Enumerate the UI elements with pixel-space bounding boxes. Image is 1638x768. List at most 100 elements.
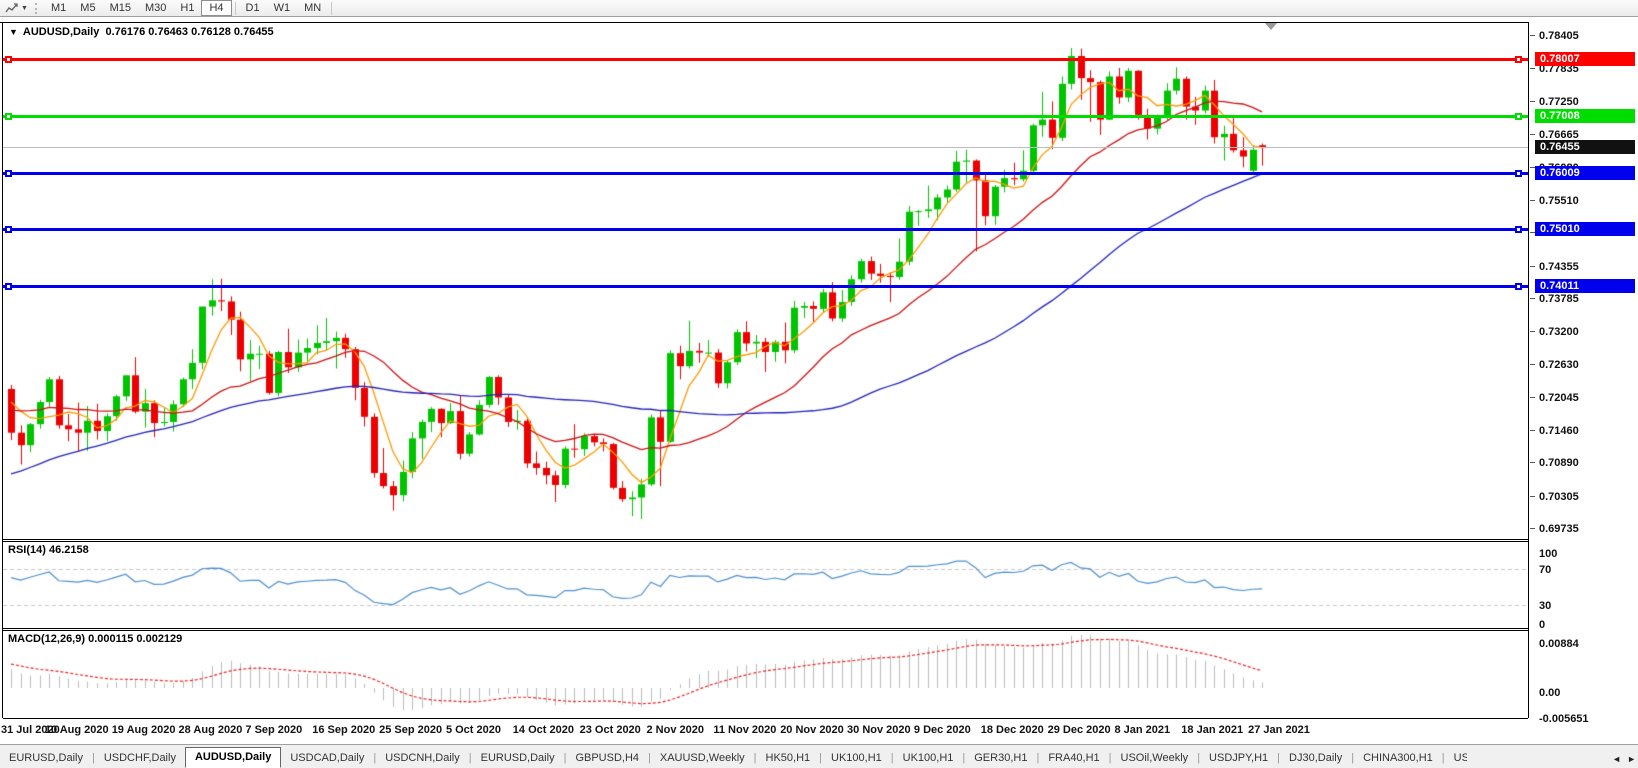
horizontal-line-0.74011[interactable] [3, 283, 1528, 291]
tab-separator: | [753, 752, 757, 764]
chart-tab-eurusd-daily[interactable]: EURUSD,Daily [9, 752, 83, 764]
timeframe-button-h4[interactable]: H4 [201, 0, 232, 16]
time-axis-label: 28 Aug 2020 [178, 724, 243, 736]
horizontal-line-0.77008[interactable] [3, 112, 1528, 120]
candlestick-canvas[interactable] [3, 23, 1528, 539]
time-axis-label: 7 Sep 2020 [245, 724, 303, 736]
price-axis-tick: 0.77250 [1530, 96, 1579, 108]
chart-shift-marker[interactable] [1265, 23, 1277, 30]
chart-tab-audusd-daily[interactable]: AUDUSD,Daily [184, 747, 282, 768]
macd-label: MACD(12,26,9) 0.000115 0.002129 [8, 633, 183, 645]
time-axis-label: 25 Sep 2020 [379, 724, 443, 736]
rsi-axis-label: 70 [1539, 564, 1552, 576]
macd-axis-label: 0.00884 [1539, 638, 1579, 650]
tab-separator: | [373, 752, 377, 764]
time-axis-label: 14 Oct 2020 [512, 724, 574, 736]
line-handle [5, 226, 12, 234]
time-axis-label: 16 Sep 2020 [312, 724, 376, 736]
line-handle [1515, 112, 1522, 120]
chart-tab-usdjpy-h1[interactable]: USDJPY,H1 [1209, 752, 1269, 764]
chart-tools-icon[interactable] [3, 2, 21, 15]
timeframe-button-m5[interactable]: M5 [80, 1, 96, 14]
tab-separator: | [1441, 752, 1445, 764]
chart-workspace: ▼ AUDUSD,Daily 0.76176 0.76463 0.76128 0.… [0, 17, 1638, 744]
tab-separator: | [819, 752, 822, 764]
tab-scroll-arrows: ◄ ► [1612, 754, 1636, 764]
rsi-pane[interactable]: RSI(14) 46.2158 [3, 541, 1528, 629]
chart-border-top [0, 22, 1638, 23]
rsi-canvas[interactable] [3, 542, 1528, 628]
time-axis-label: 11 Nov 2020 [713, 724, 777, 736]
price-badge-0.77008: 0.77008 [1535, 108, 1635, 123]
time-axis-label: 18 Jan 2021 [1181, 724, 1244, 736]
timeframe-button-mn[interactable]: MN [304, 1, 322, 14]
toolbar-separator [234, 1, 236, 15]
tab-scroll-right-icon[interactable]: ► [1627, 754, 1636, 764]
chart-tab-gbpusd-h4[interactable]: GBPUSD,H4 [575, 752, 640, 764]
main-chart-pane[interactable]: ▼ AUDUSD,Daily 0.76176 0.76463 0.76128 0.… [3, 23, 1528, 540]
timeframe-button-d1[interactable]: D1 [245, 1, 260, 14]
chart-tab-ger30-h1[interactable]: GER30,H1 [974, 752, 1028, 764]
price-axis-tick: 0.73785 [1530, 293, 1579, 305]
tab-separator: | [1351, 752, 1355, 764]
price-axis-tick: 0.76665 [1530, 129, 1579, 141]
time-axis[interactable]: 31 Jul 2020 10 Aug 2020 19 Aug 2020 28 Aug … [0, 720, 1528, 744]
price-badge-0.78007: 0.78007 [1535, 52, 1635, 66]
line-handle [5, 283, 12, 291]
macd-pane[interactable]: MACD(12,26,9) 0.000115 0.002129 [3, 630, 1528, 719]
chart-tab-china300-h1[interactable]: CHINA300,H1 [1363, 752, 1433, 764]
price-axis-tick: 0.70890 [1530, 457, 1579, 469]
chart-tab-uk100-h1[interactable]: UK100,H1 [831, 752, 882, 764]
rsi-axis-label: 0 [1539, 619, 1546, 631]
time-axis-label: 31 Jul 2020 [1, 724, 60, 736]
chart-tab-us[interactable]: US [1453, 752, 1467, 764]
time-axis-label: 18 Dec 2020 [980, 724, 1044, 736]
rsi-axis-label: 30 [1539, 600, 1552, 612]
macd-axis-label: -0.005651 [1539, 713, 1589, 725]
horizontal-line-0.78007[interactable] [3, 56, 1528, 63]
chart-tab-fra40-h1[interactable]: FRA40,H1 [1048, 752, 1100, 764]
horizontal-line-0.75010[interactable] [3, 226, 1528, 234]
toolbar-grip[interactable] [35, 2, 40, 14]
chart-menu-caret-icon[interactable]: ▼ [9, 27, 18, 37]
chart-tab-eurusd-daily[interactable]: EURUSD,Daily [480, 752, 555, 764]
price-axis-tick: 0.70305 [1530, 491, 1579, 503]
chart-tab-usdchf-daily[interactable]: USDCHF,Daily [103, 752, 176, 764]
price-axis-tick: 0.69735 [1530, 523, 1579, 535]
chart-tab-uk100-h1[interactable]: UK100,H1 [902, 752, 954, 764]
timeframe-button-m30[interactable]: M30 [144, 1, 167, 14]
chart-tab-xauusd-weekly[interactable]: XAUUSD,Weekly [659, 752, 745, 764]
timeframe-button-m15[interactable]: M15 [109, 1, 131, 14]
time-axis-label: 10 Aug 2020 [44, 724, 109, 736]
price-axis[interactable]: 0.784050.778350.772500.766650.760800.755… [1529, 22, 1638, 725]
price-badge-0.76009: 0.76009 [1535, 165, 1635, 180]
price-axis-tick: 0.72045 [1530, 392, 1579, 404]
time-axis-label: 27 Jan 2021 [1248, 724, 1310, 736]
tab-separator: | [563, 752, 567, 764]
timeframe-button-m1[interactable]: M1 [51, 1, 67, 14]
macd-canvas[interactable] [3, 631, 1528, 718]
time-axis-label: 30 Nov 2020 [847, 724, 911, 736]
chart-tab-hk50-h1[interactable]: HK50,H1 [765, 752, 811, 764]
chart-border-right [1528, 22, 1529, 718]
chart-tab-dj30-daily[interactable]: DJ30,Daily [1289, 752, 1343, 764]
tab-separator: | [1277, 752, 1281, 764]
tab-scroll-left-icon[interactable]: ◄ [1612, 754, 1622, 764]
line-handle [1515, 56, 1522, 63]
rsi-axis-label: 100 [1539, 548, 1558, 560]
timeframe-button-h1[interactable]: H1 [180, 1, 195, 14]
rsi-label: RSI(14) 46.2158 [8, 544, 89, 556]
chart-tab-usdcnh-daily[interactable]: USDCNH,Daily [385, 752, 460, 764]
time-axis-label: 5 Oct 2020 [445, 724, 501, 736]
chart-tab-usoil-weekly[interactable]: USOil,Weekly [1120, 752, 1189, 764]
timeframe-button-w1[interactable]: W1 [273, 1, 291, 14]
horizontal-line-0.76009[interactable] [3, 169, 1528, 177]
toolbar-dropdown-caret-icon[interactable]: ▼ [21, 4, 28, 12]
tab-separator: | [648, 752, 651, 764]
tab-separator: | [962, 752, 966, 764]
price-axis-tick: 0.75510 [1530, 195, 1579, 207]
chart-border-left [2, 22, 3, 718]
chart-tab-usdcad-daily[interactable]: USDCAD,Daily [290, 752, 365, 764]
time-axis-label: 8 Jan 2021 [1114, 724, 1171, 736]
price-axis-tick: 0.74355 [1530, 261, 1579, 273]
